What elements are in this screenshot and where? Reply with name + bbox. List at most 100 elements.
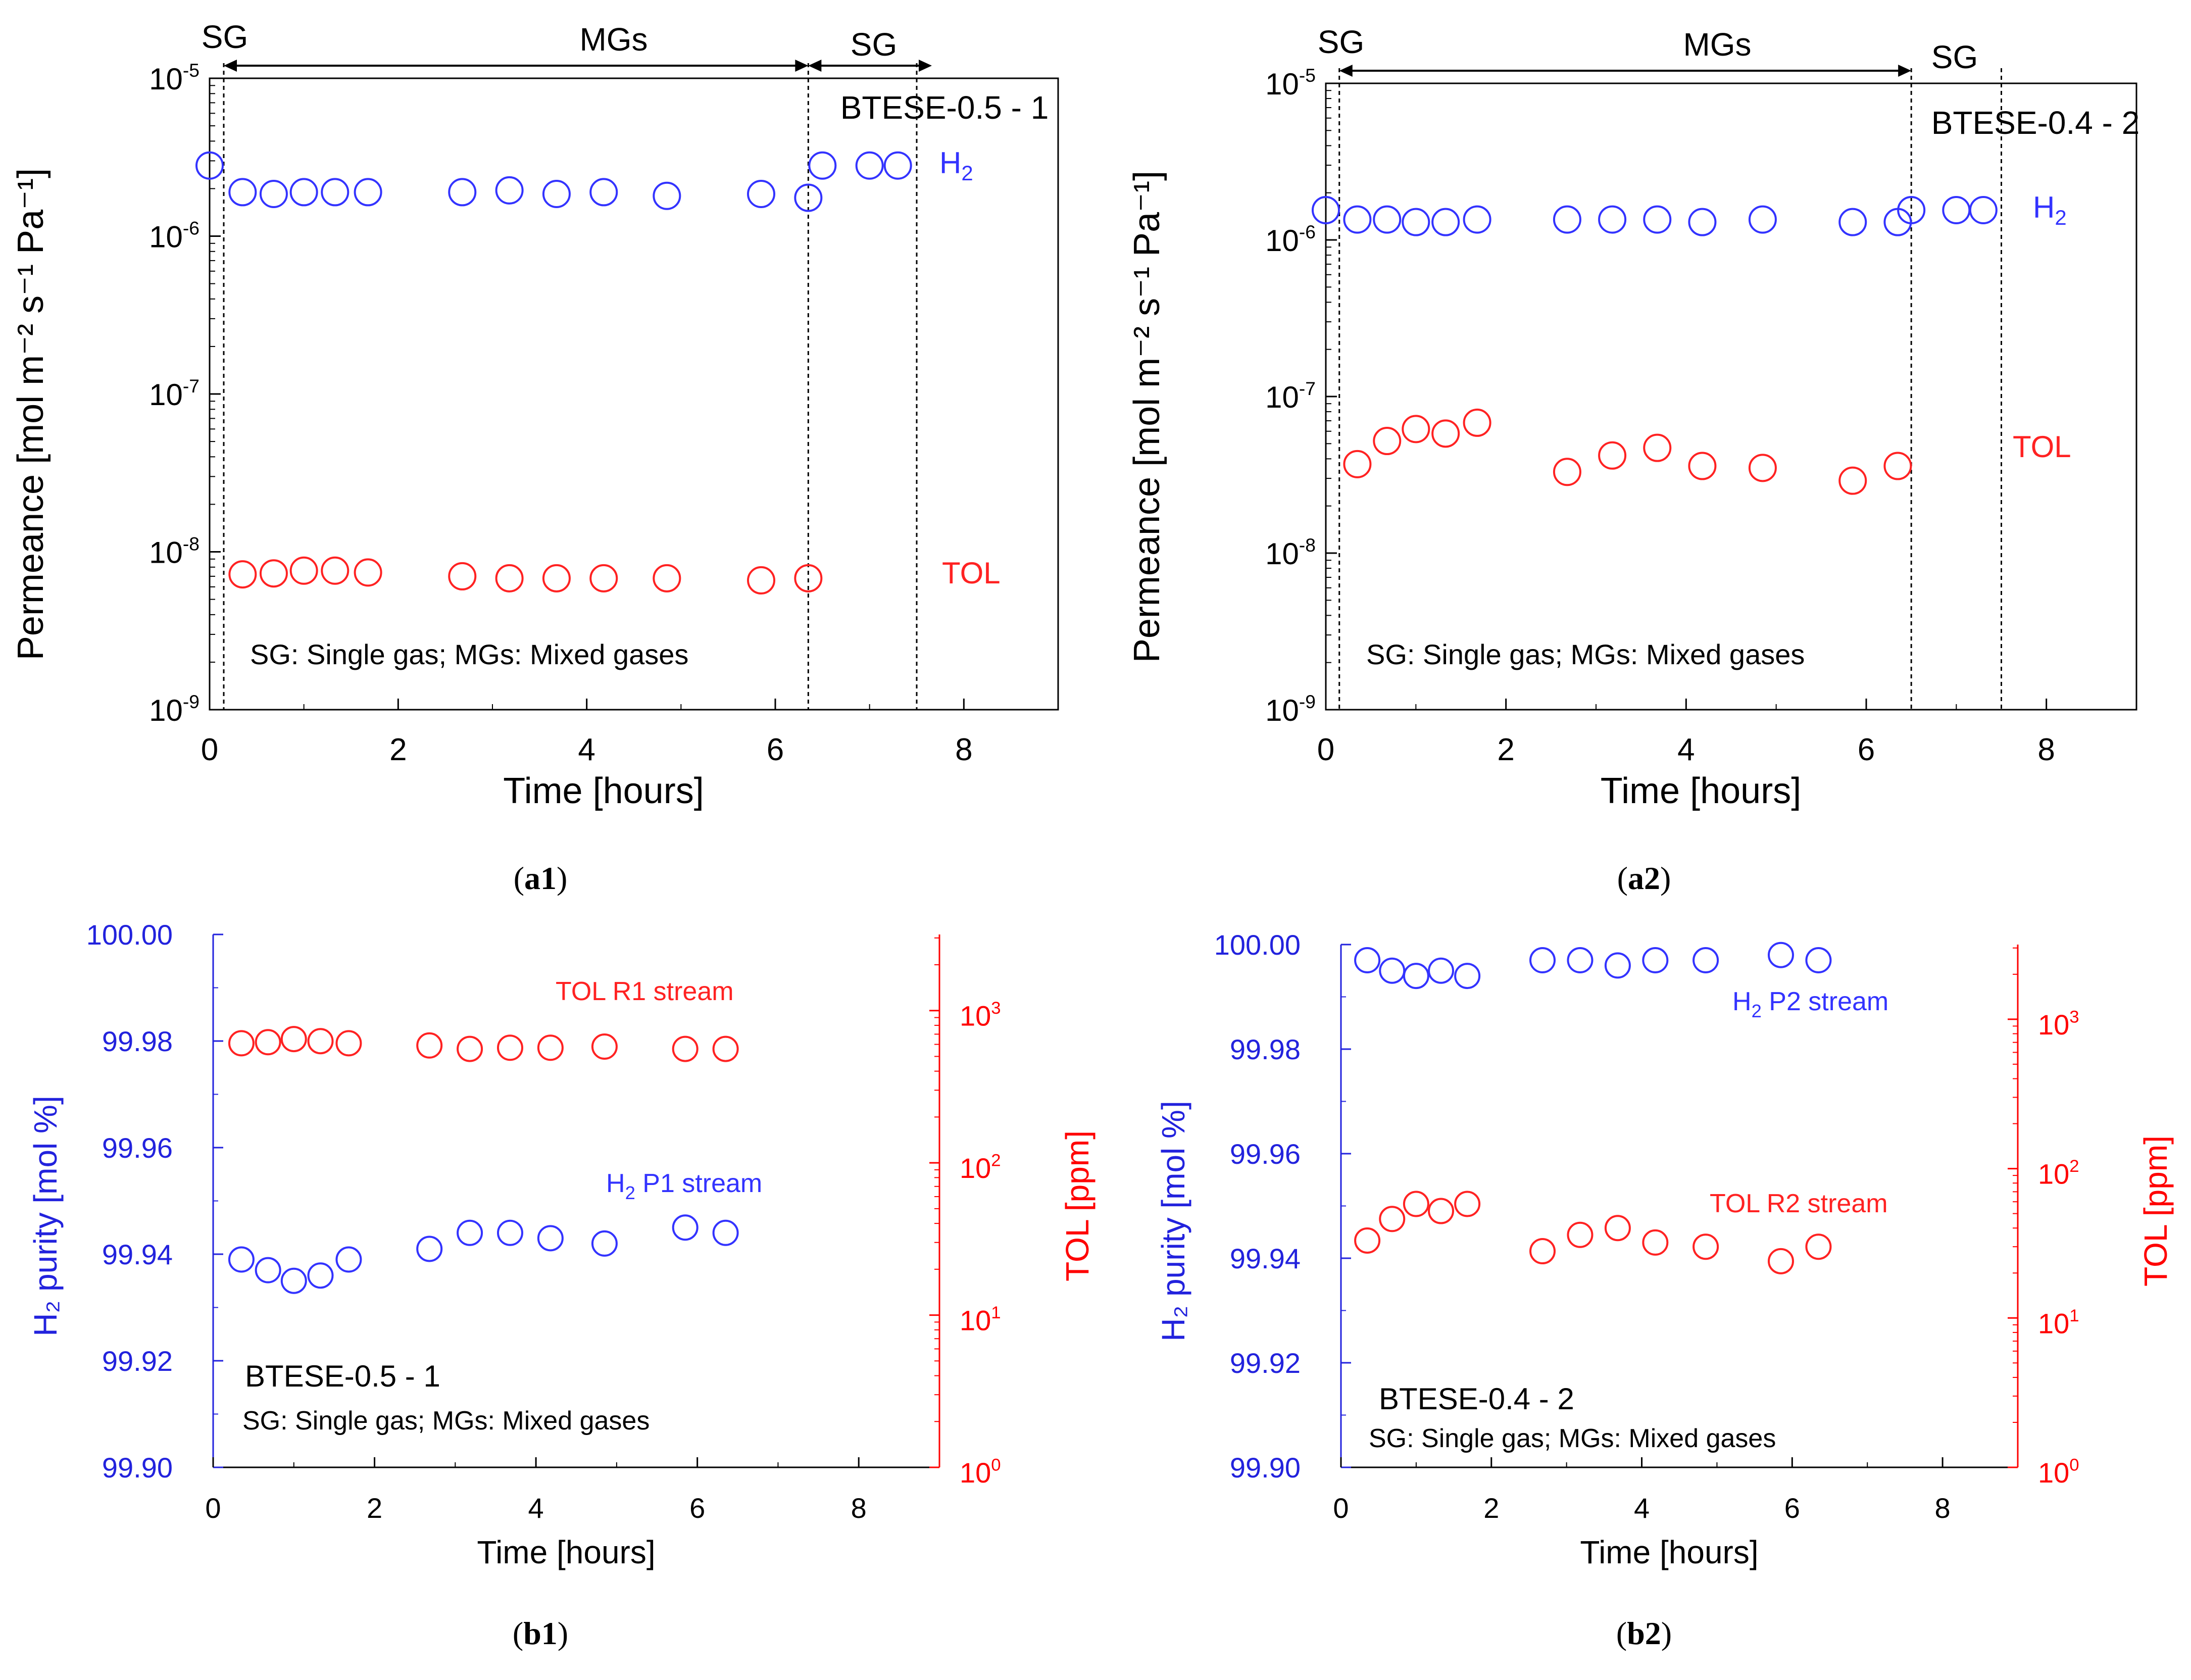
note-text: SG: Single gas; MGs: Mixed gases <box>1369 1424 1776 1453</box>
tol-point <box>289 556 318 585</box>
tol-point <box>259 559 288 588</box>
h2-point <box>1748 205 1777 234</box>
h2-point <box>589 178 618 207</box>
series-label-h2: H2 <box>2033 190 2067 229</box>
h2-point <box>1553 205 1581 234</box>
series-h2-purity <box>1354 942 1832 990</box>
region-label-sg-end: SG <box>1931 39 1978 75</box>
tol-ppm-point <box>228 1030 255 1057</box>
h2-purity-point <box>1403 963 1429 990</box>
right-axis-label: TOL [ppm] <box>2137 1135 2174 1287</box>
tol-point <box>1373 427 1402 456</box>
y-tick-label: 10-9 <box>1265 691 1316 727</box>
x-tick-label: 2 <box>1497 732 1514 767</box>
tol-point <box>321 556 350 585</box>
tol-point <box>495 564 524 592</box>
h2-point <box>1343 205 1372 234</box>
y-tick-label: 10-7 <box>149 375 200 412</box>
h2-purity-point <box>228 1246 255 1273</box>
x-tick-label: 8 <box>2037 732 2055 767</box>
tol-point <box>1598 441 1627 470</box>
left-tick-label: 99.92 <box>1230 1347 1301 1379</box>
x-tick-label: 2 <box>1483 1492 1499 1524</box>
h2-point <box>1897 195 1926 224</box>
h2-purity-point <box>1805 947 1832 974</box>
right-tick-label: 102 <box>960 1151 1001 1184</box>
h2-purity-point <box>1604 952 1631 979</box>
x-tick-label: 0 <box>1317 732 1334 767</box>
series-label-tol: TOL <box>942 556 1001 590</box>
h2-purity-point <box>591 1230 618 1257</box>
right-tick-label: 102 <box>2038 1157 2079 1190</box>
x-tick-label: 8 <box>851 1492 867 1524</box>
series-h2 <box>195 151 912 212</box>
h2-point <box>1688 208 1717 236</box>
series-label-h2: H2 P2 stream <box>1732 987 1888 1021</box>
y-tick-label: 10-8 <box>1265 534 1316 571</box>
y-axis-label: Permeance [mol m⁻² s⁻¹ Pa⁻¹] <box>1127 171 1167 663</box>
x-tick-label: 6 <box>767 732 784 767</box>
h2-point <box>1312 195 1340 224</box>
x-axis-label: Time [hours] <box>503 771 704 811</box>
h2-purity-point <box>335 1246 362 1273</box>
h2-point <box>1373 205 1402 234</box>
x-tick-label: 2 <box>389 732 407 767</box>
h2-purity-point <box>1692 947 1719 974</box>
h2-point <box>1402 208 1430 236</box>
h2-point <box>1463 205 1491 234</box>
panel-a2: 10-5 10-6 10-7 10-8 10-90 2 4 6 8 Time [hours] Per… <box>1127 24 2139 811</box>
mgs-arrow-head-right <box>795 60 809 72</box>
h2-purity-point <box>1642 947 1669 974</box>
tol-point <box>1643 433 1672 462</box>
y-tick-label: 10-7 <box>1265 378 1316 414</box>
tol-point <box>448 562 477 590</box>
caption-a1: (a1) <box>514 860 568 896</box>
tol-ppm-point <box>672 1035 699 1062</box>
tol-ppm-point <box>591 1033 618 1060</box>
series-tol-ppm <box>1354 1191 1832 1274</box>
mgs-arrow-head-right <box>1898 65 1912 77</box>
tol-ppm-point <box>1805 1233 1832 1260</box>
x-axis-label: Time [hours] <box>1580 1534 1758 1570</box>
x-tick-label: 4 <box>1634 1492 1650 1524</box>
tol-ppm-point <box>1692 1233 1719 1260</box>
region-label-mgs: MGs <box>579 21 648 58</box>
tol-ppm-point <box>1379 1206 1406 1232</box>
x-axis-label: Time [hours] <box>477 1534 655 1570</box>
plot-frame <box>209 77 1059 711</box>
x-tick-label: 4 <box>1677 732 1695 767</box>
region-label-sg-start: SG <box>202 19 248 55</box>
tol-ppm-point <box>457 1035 483 1062</box>
caption-a2: (a2) <box>1617 860 1671 896</box>
tol-ppm-point <box>1768 1248 1794 1274</box>
mgs-arrow-head-left <box>224 60 237 72</box>
x-tick-label: 4 <box>578 732 595 767</box>
panel-a1: 10-5 10-6 10-7 10-8 10-90 2 4 6 8 Time [hours] Per… <box>11 19 1059 811</box>
series-label-tol: TOL <box>2013 430 2071 464</box>
h2-purity-point <box>255 1257 281 1283</box>
h2-point <box>228 178 257 207</box>
h2-point <box>855 151 884 180</box>
x-tick-label: 0 <box>1333 1492 1349 1524</box>
tol-point <box>228 560 257 589</box>
h2-point <box>1598 205 1627 234</box>
h2-point <box>1431 208 1460 236</box>
region-label-sg-start: SG <box>1318 24 1364 60</box>
left-tick-label: 99.98 <box>1230 1033 1301 1065</box>
tol-point <box>1883 452 1912 480</box>
left-tick-label: 99.90 <box>102 1452 173 1484</box>
tol-ppm-point <box>1567 1221 1594 1248</box>
tol-point <box>653 564 681 592</box>
tol-ppm-point <box>537 1034 564 1061</box>
tol-ppm-point <box>335 1030 362 1057</box>
region-markers: SG MGs SG <box>202 19 932 710</box>
x-tick-label: 4 <box>528 1492 544 1524</box>
tol-ppm-point <box>1454 1191 1481 1217</box>
x-tick-label: 0 <box>201 732 218 767</box>
h2-purity-point <box>280 1267 307 1294</box>
tol-point <box>1343 450 1372 478</box>
series-h2 <box>1312 195 1998 236</box>
left-tick-label: 99.94 <box>1230 1243 1301 1274</box>
tol-point <box>1688 452 1717 480</box>
